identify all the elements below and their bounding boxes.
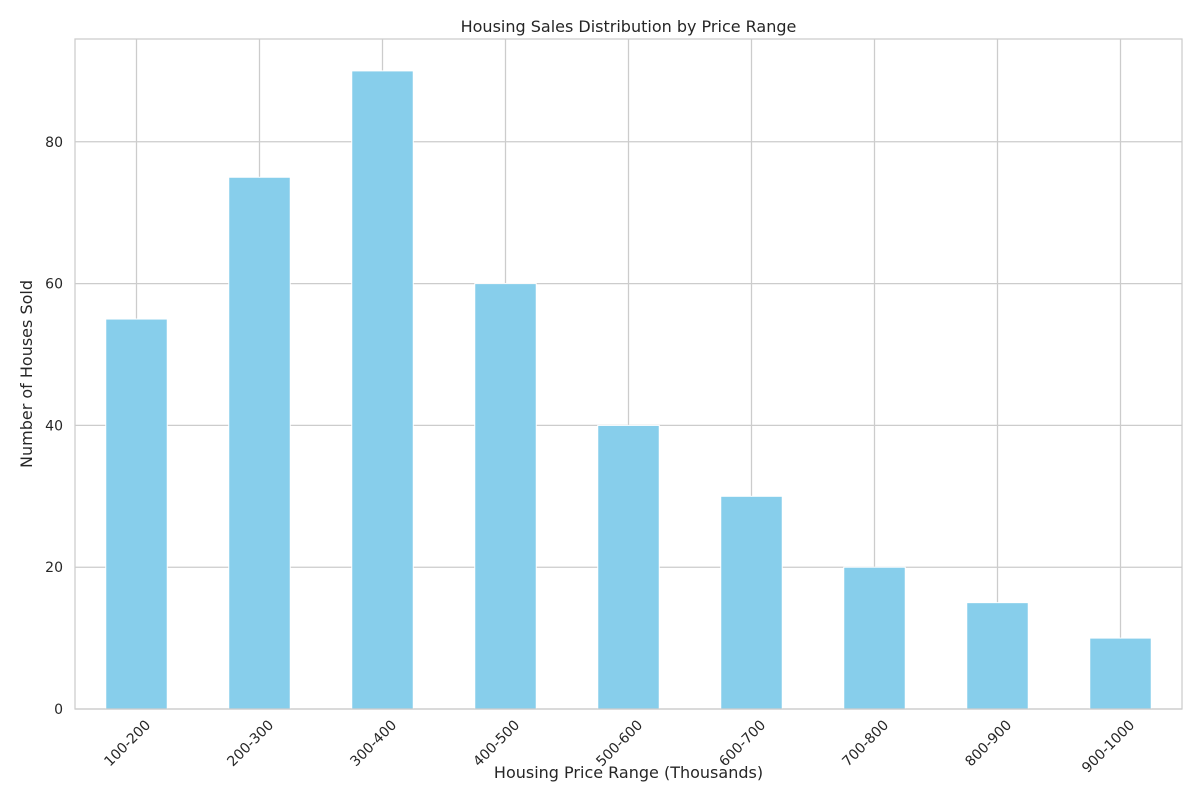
x-axis-title: Housing Price Range (Thousands) bbox=[494, 763, 763, 782]
x-tick-label: 200-300 bbox=[224, 717, 277, 770]
x-tick-label: 700-800 bbox=[839, 717, 892, 770]
y-tick-label: 0 bbox=[54, 702, 63, 718]
x-tick-label: 800-900 bbox=[962, 717, 1015, 770]
bar-100-200 bbox=[106, 319, 168, 709]
y-tick-label: 80 bbox=[45, 135, 63, 151]
bar-200-300 bbox=[229, 177, 291, 709]
bar-600-700 bbox=[721, 496, 783, 709]
y-tick-labels: 0 20 40 60 80 bbox=[45, 135, 63, 718]
bar-700-800 bbox=[844, 567, 906, 709]
x-tick-label: 100-200 bbox=[101, 717, 154, 770]
bar-900-1000 bbox=[1090, 638, 1152, 709]
bar-500-600 bbox=[598, 425, 660, 709]
chart-title: Housing Sales Distribution by Price Rang… bbox=[461, 17, 797, 36]
bar-400-500 bbox=[475, 284, 537, 709]
y-tick-label: 60 bbox=[45, 277, 63, 293]
bar-300-400 bbox=[352, 71, 414, 709]
x-tick-label: 900-1000 bbox=[1079, 717, 1138, 776]
x-tick-label: 300-400 bbox=[347, 717, 400, 770]
y-tick-label: 20 bbox=[45, 560, 63, 576]
y-tick-label: 40 bbox=[45, 418, 63, 434]
y-axis-title: Number of Houses Sold bbox=[17, 280, 36, 468]
bar-800-900 bbox=[967, 603, 1029, 709]
